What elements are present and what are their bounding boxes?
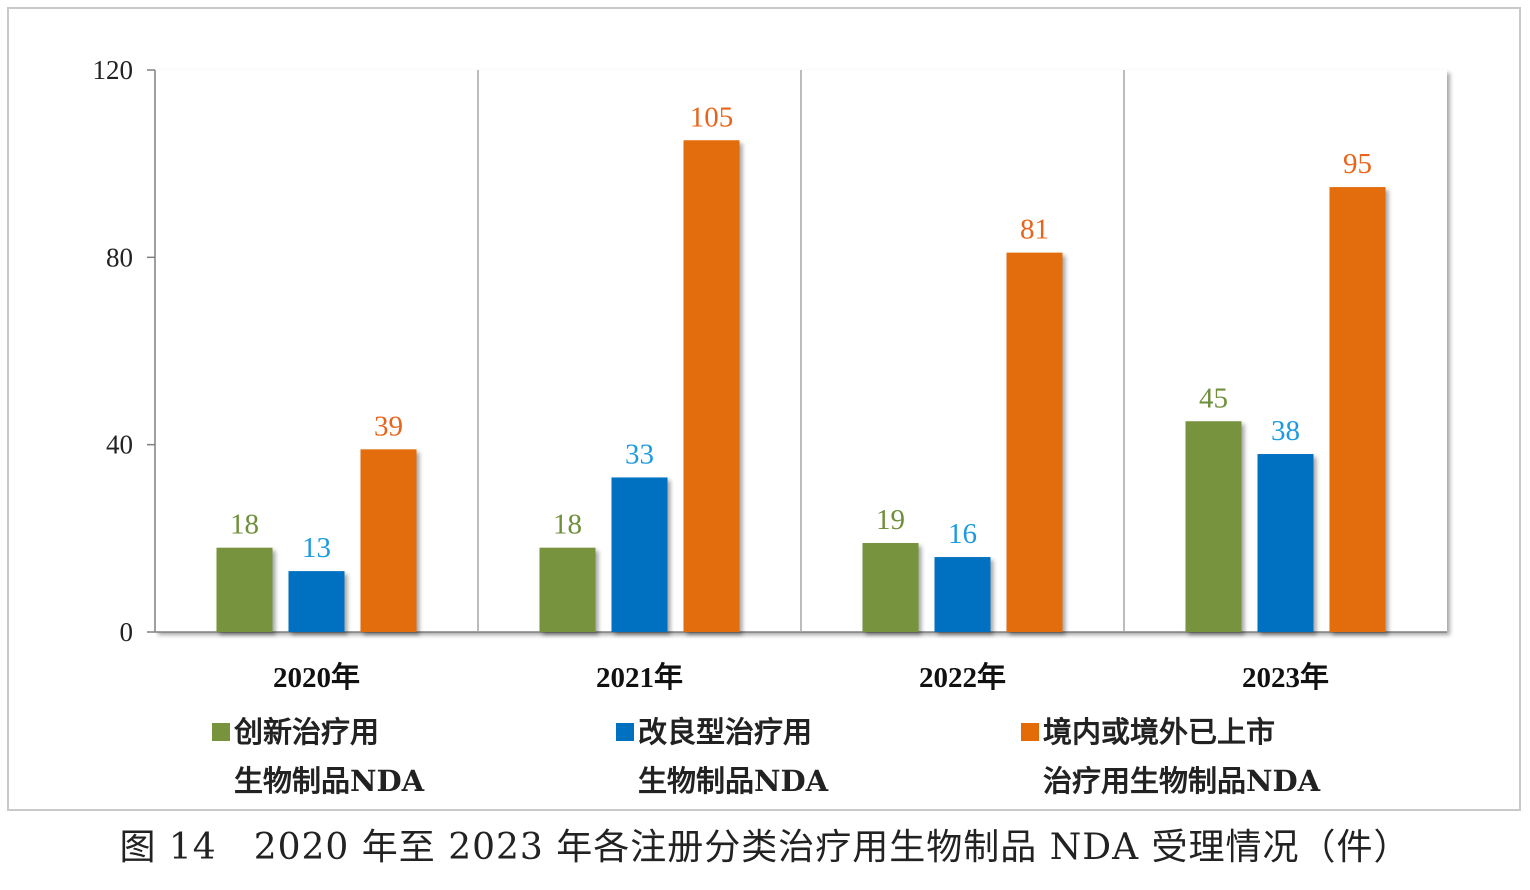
- legend-swatch: [1021, 723, 1039, 741]
- x-tick-label: 2022年: [919, 660, 1006, 694]
- data-label: 13: [302, 532, 331, 564]
- bar: [288, 571, 345, 632]
- legend: 创新治疗用生物制品NDA改良型治疗用生物制品NDA境内或境外已上市治疗用生物制品…: [212, 715, 1321, 798]
- bar: [611, 477, 668, 632]
- data-label: 105: [690, 101, 734, 133]
- legend-label: 治疗用生物制品NDA: [1043, 764, 1321, 798]
- data-label: 95: [1343, 148, 1372, 180]
- legend-swatch: [616, 723, 634, 741]
- bar: [1257, 454, 1314, 632]
- bar: [862, 543, 919, 632]
- data-label: 18: [230, 509, 259, 541]
- bar: [1185, 421, 1242, 632]
- bar: [1329, 187, 1386, 633]
- figure-caption: 图 14 2020 年至 2023 年各注册分类治疗用生物制品 NDA 受理情况…: [119, 827, 1411, 868]
- data-label: 81: [1020, 214, 1049, 246]
- bar: [683, 140, 740, 632]
- bar: [539, 547, 596, 632]
- bar: [1006, 252, 1063, 632]
- data-label: 38: [1271, 415, 1300, 447]
- data-label: 33: [625, 438, 654, 470]
- data-label: 45: [1199, 382, 1228, 414]
- legend-swatch: [212, 723, 230, 741]
- x-tick-label: 2020年: [273, 660, 360, 694]
- data-label: 16: [948, 518, 977, 550]
- y-tick-label: 0: [120, 617, 134, 647]
- y-tick-label: 120: [93, 55, 134, 85]
- data-label: 19: [876, 504, 905, 536]
- y-tick-label: 40: [106, 430, 133, 460]
- data-label: 18: [553, 509, 582, 541]
- data-labels: 18 13 39 18 33 105 19 16 81 45 38 95: [230, 101, 1372, 564]
- legend-label: 生物制品NDA: [234, 764, 425, 798]
- legend-label: 创新治疗用: [233, 715, 379, 749]
- x-axis-category-labels: 2020年 2021年 2022年 2023年: [273, 660, 1329, 694]
- y-tick-label: 80: [106, 242, 133, 272]
- legend-label: 境内或境外已上市: [1043, 715, 1275, 749]
- legend-label: 改良型治疗用: [638, 715, 812, 749]
- category-separators: [477, 70, 1125, 632]
- x-tick-label: 2021年: [596, 660, 683, 694]
- data-label: 39: [374, 410, 403, 442]
- bar: [360, 449, 417, 632]
- bar: [934, 557, 991, 632]
- legend-label: 生物制品NDA: [638, 764, 829, 798]
- bar-chart: 0 40 80 120 18 13 39 18 33 105 19 16 81 45 38 95 2020年…: [93, 55, 1447, 798]
- bars: [216, 140, 1386, 633]
- x-tick-label: 2023年: [1242, 660, 1329, 694]
- bar: [216, 547, 273, 632]
